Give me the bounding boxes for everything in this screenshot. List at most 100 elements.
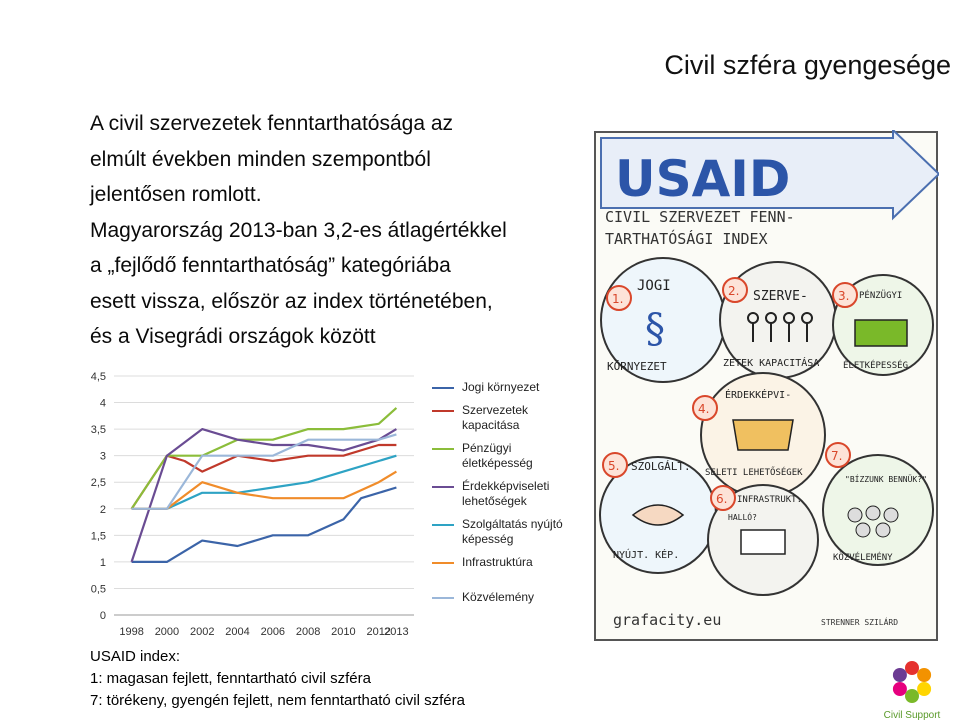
money-icon — [854, 319, 908, 347]
logo-dot — [917, 682, 932, 696]
legend-swatch — [432, 524, 454, 526]
number-label: 5. — [608, 459, 619, 473]
number-badge — [832, 282, 858, 308]
y-tick-label: 4,5 — [91, 371, 106, 383]
legend-item: Szervezetek kapacitása — [432, 403, 582, 433]
number-badge — [710, 485, 736, 511]
x-tick-label: 2002 — [190, 626, 214, 638]
legend-item: Jogi környezet — [432, 380, 582, 395]
y-tick-label: 0 — [100, 610, 106, 622]
people-icon — [747, 312, 813, 342]
legend-label: Szolgáltatás nyújtó képesség — [462, 517, 563, 546]
y-tick-label: 2 — [100, 504, 106, 516]
legend-swatch — [432, 387, 454, 389]
body-text: A civil szervezetek fenntarthatósága az … — [90, 106, 580, 355]
y-tick-label: 1 — [100, 557, 106, 569]
x-tick-label: 2013 — [384, 626, 408, 638]
legend-item: Közvélemény — [432, 590, 582, 605]
illustration-credit-right: STRENNER SZILÁRD — [821, 616, 898, 627]
x-tick-label: 2012 — [366, 626, 390, 638]
body-line: elmúlt években minden szempontból — [90, 147, 431, 171]
x-tick-label: 1998 — [119, 626, 143, 638]
legend-swatch — [432, 410, 454, 412]
computer-icon — [740, 529, 786, 555]
legend-label: Pénzügyi életképesség — [462, 441, 533, 470]
footnote-line: 7: törékeny, gyengén fejlett, nem fennta… — [90, 692, 465, 709]
ring-text: KÖRNYEZET — [607, 360, 667, 373]
civil-support-logo: Civil Support — [884, 661, 941, 721]
legend-item: Pénzügyi életképesség — [432, 441, 582, 471]
body-line: jelentősen romlott. — [90, 183, 262, 206]
handshake-icon — [631, 504, 685, 526]
series-line — [131, 433, 397, 510]
series-line — [130, 428, 397, 563]
number-label: 4. — [698, 402, 709, 416]
x-tick-label: 2000 — [155, 626, 179, 638]
speech-bubble: HALLÓ? — [728, 511, 757, 522]
number-badge — [606, 285, 632, 311]
chart-legend: Jogi környezet Szervezetek kapacitása Pénz… — [432, 380, 582, 605]
series-line — [131, 470, 397, 510]
footnote: USAID index: 1: magasan fejlett, fenntar… — [90, 646, 465, 712]
logo-dot — [892, 682, 907, 696]
legend-swatch — [432, 486, 454, 488]
body-line: és a Visegrádi országok között — [90, 325, 376, 348]
y-tick-label: 0,5 — [91, 583, 106, 595]
number-badge — [692, 395, 718, 421]
body-line: a „fejlődő fenntarthatóság” kategóriába — [90, 254, 451, 277]
category-label: SZOLGÁLT. — [631, 460, 691, 473]
ring-text: ZETEK KAPACITÁSA — [723, 356, 819, 369]
usaid-index-illustration: USAID CIVIL SZERVEZET FENN- TARTHATÓSÁGI… — [594, 130, 939, 641]
building-icon — [732, 419, 794, 451]
category-label: JOGI — [637, 278, 671, 294]
ring-text: NYÚJT. KÉP. — [613, 548, 679, 561]
illustration-title: USAID — [615, 150, 790, 208]
legend-label: Érdekképviseleti lehetőségek — [462, 479, 550, 508]
ring-text: ÉLETKÉPESSÉG — [843, 359, 908, 371]
illustration-subtitle: CIVIL SZERVEZET FENN- — [605, 208, 795, 226]
logo-dot — [905, 661, 919, 675]
x-tick-label: 2010 — [331, 626, 355, 638]
number-label: 2. — [728, 284, 739, 298]
logo-dot — [905, 689, 919, 703]
x-tick-label: 2008 — [296, 626, 320, 638]
footnote-line: 1: magasan fejlett, fenntartható civil s… — [90, 670, 371, 687]
category-label: "BÍZZUNK BENNÜK?" — [845, 473, 927, 484]
illustration-subtitle: TARTHATÓSÁGI INDEX — [605, 229, 768, 248]
legend-item: Infrastruktúra — [432, 555, 582, 570]
legend-swatch — [432, 562, 454, 564]
x-tick-label: 2006 — [261, 626, 285, 638]
number-badge — [602, 452, 628, 478]
number-badge — [722, 277, 748, 303]
ring-text: KÖZVÉLEMÉNY — [833, 551, 893, 563]
body-line: Magyarország 2013-ban 3,2-es átlagértékk… — [90, 218, 507, 242]
number-label: 1. — [612, 292, 623, 306]
body-line: A civil szervezetek fenntarthatósága az — [90, 112, 454, 135]
number-label: 3. — [838, 289, 849, 303]
ring-text: SELETI LEHETŐSÉGEK — [705, 466, 803, 478]
number-label: 6. — [716, 492, 727, 506]
illustration-credit-left: grafacity.eu — [613, 611, 721, 629]
y-tick-label: 3 — [100, 451, 106, 463]
slide-title: Civil szféra gyengesége — [664, 50, 951, 80]
category-label: ÉRDEKKÉPVI- — [725, 388, 791, 401]
number-label: 7. — [831, 449, 842, 463]
body-line: esett vissza, először az index történeté… — [90, 289, 493, 313]
crowd-icon — [847, 505, 899, 538]
category-label: INFRASTRUKT. — [737, 495, 802, 505]
y-tick-label: 2,5 — [91, 477, 106, 489]
category-label: SZERVE- — [753, 289, 808, 304]
y-tick-label: 4 — [100, 398, 106, 410]
series-line — [130, 407, 398, 510]
logo-dot — [917, 668, 932, 682]
legend-label: Jogi környezet — [462, 380, 540, 394]
category-label: PÉNZÜGYI — [859, 289, 902, 301]
legend-label: Szervezetek kapacitása — [462, 403, 529, 432]
logo-dots — [892, 661, 932, 703]
series-line — [130, 443, 397, 510]
line-chart: 0 0,5 1 1,5 2 2,5 3 3,5 4 4,5 1998 2000 2002 2004 2006… — [91, 371, 414, 638]
legend-item: Szolgáltatás nyújtó képesség — [432, 517, 582, 547]
legend-item: Érdekképviseleti lehetőségek — [432, 479, 582, 509]
logo-dot — [892, 668, 907, 682]
y-tick-label: 3,5 — [91, 424, 106, 436]
